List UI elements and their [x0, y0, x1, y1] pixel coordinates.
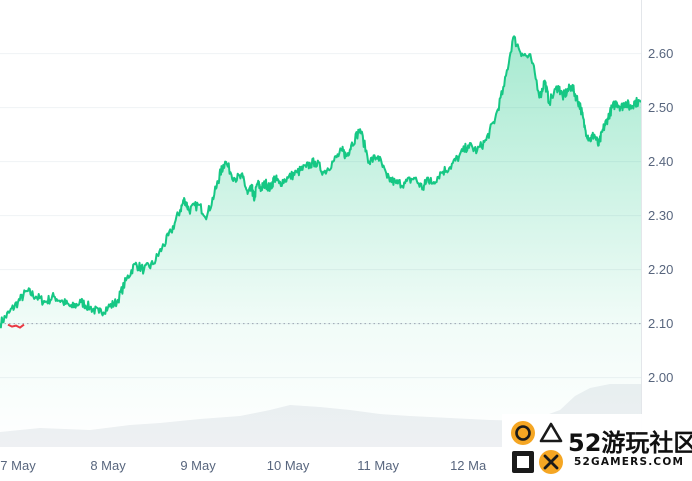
price-line: [0, 35, 642, 329]
y-tick-label: 2.40: [648, 154, 673, 169]
y-tick-label: 2.30: [648, 208, 673, 223]
y-tick-label: 2.10: [648, 316, 673, 331]
price-line-below-reference: [7, 323, 25, 329]
x-tick-label: 9 May: [180, 458, 216, 473]
x-tick-label: 10 May: [267, 458, 310, 473]
watermark-logo-icon: [511, 421, 563, 474]
x-tick-label: 8 May: [90, 458, 126, 473]
x-tick-label: 7 May: [0, 458, 36, 473]
x-tick-label: 12 Ma: [450, 458, 487, 473]
x-axis-ticks: 7 May 8 May 9 May 10 May 11 May 12 Ma: [0, 458, 487, 473]
y-tick-label: 2.00: [648, 370, 673, 385]
y-axis-ticks: 2.00 2.10 2.20 2.30 2.40 2.50 2.60: [648, 46, 673, 385]
watermark-title: 52游玩社区: [568, 429, 692, 457]
price-area-fill: [0, 36, 641, 448]
watermark: 52游玩社区 52GAMERS.COM: [502, 414, 692, 481]
y-tick-label: 2.60: [648, 46, 673, 61]
y-tick-label: 2.50: [648, 100, 673, 115]
x-tick-label: 11 May: [357, 458, 399, 473]
y-tick-label: 2.20: [648, 262, 673, 277]
watermark-domain: 52GAMERS.COM: [574, 456, 685, 468]
